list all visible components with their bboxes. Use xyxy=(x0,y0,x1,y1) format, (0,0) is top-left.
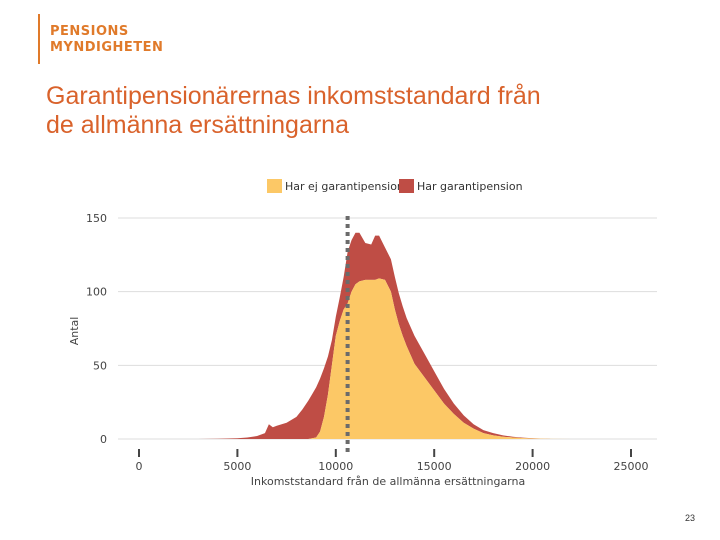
legend-label-har-garantipension: Har garantipension xyxy=(417,180,523,193)
series-area-har-garantipension xyxy=(139,232,631,439)
series-area-har-ej-garantipension xyxy=(139,278,631,439)
y-tick-label: 150 xyxy=(86,212,107,225)
x-tick-label: 10000 xyxy=(318,460,353,473)
x-tick-label: 15000 xyxy=(417,460,452,473)
chart-legend: Har ej garantipension Har garantipension xyxy=(267,179,523,193)
slide-title-line1: Garantipensionärernas inkomststandard fr… xyxy=(46,82,541,110)
logo-text-line1: PENSIONS xyxy=(50,24,129,39)
slide-title-line2: de allmänna ersättningarna xyxy=(46,111,349,139)
legend-swatch-har-garantipension xyxy=(399,179,414,193)
x-tick-label: 20000 xyxy=(515,460,550,473)
legend-label-har-ej-garantipension: Har ej garantipension xyxy=(285,180,404,193)
chart-areas xyxy=(139,232,631,439)
y-axis-label: Antal xyxy=(68,317,81,346)
x-tick-label: 5000 xyxy=(223,460,251,473)
logo-text-line2: MYNDIGHETEN xyxy=(50,40,164,55)
page-number: 23 xyxy=(684,513,695,523)
slide-title: Garantipensionärernas inkomststandard fr… xyxy=(46,82,666,140)
chart-axes: 0 5000 10000 15000 20000 25000 Inkomststandard… xyxy=(68,317,649,488)
x-axis-label: Inkomststandard från de allmänna ersättn… xyxy=(251,475,525,488)
legend-swatch-har-ej-garantipension xyxy=(267,179,282,193)
y-tick-label: 0 xyxy=(100,433,107,446)
y-tick-label: 50 xyxy=(93,359,107,372)
logo-bar xyxy=(38,14,40,64)
y-tick-label: 100 xyxy=(86,286,107,299)
x-tick-label: 25000 xyxy=(614,460,649,473)
x-tick-label: 0 xyxy=(136,460,143,473)
